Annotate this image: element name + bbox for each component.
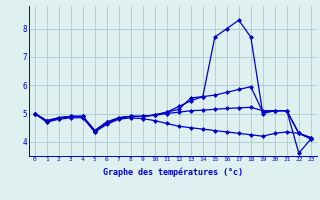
X-axis label: Graphe des températures (°c): Graphe des températures (°c) [103, 168, 243, 177]
